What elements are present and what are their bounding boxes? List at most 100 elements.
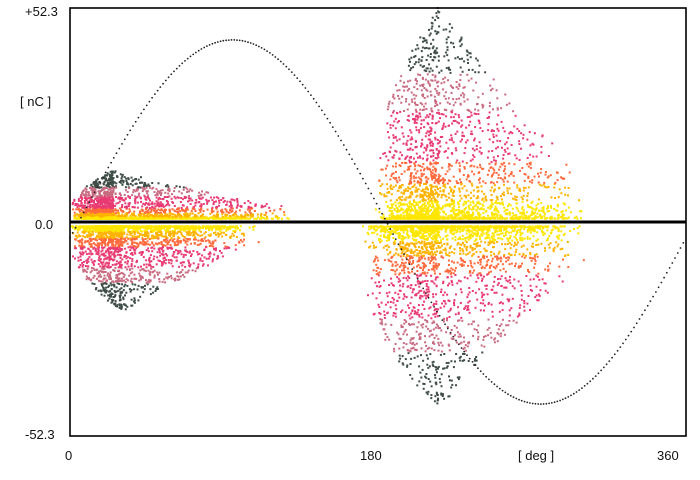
scatter-point xyxy=(154,227,157,230)
scatter-point xyxy=(76,231,79,234)
scatter-point xyxy=(127,237,130,240)
scatter-point xyxy=(149,199,151,202)
scatter-point xyxy=(92,228,95,231)
scatter-point xyxy=(105,234,108,237)
scatter-point xyxy=(398,120,400,123)
scatter-point xyxy=(195,198,198,201)
scatter-point xyxy=(492,108,494,111)
scatter-point xyxy=(173,190,176,193)
scatter-point xyxy=(127,178,130,181)
scatter-point xyxy=(151,246,154,249)
scatter-point xyxy=(249,214,252,217)
scatter-point xyxy=(164,229,167,232)
scatter-point xyxy=(158,249,161,252)
scatter-point xyxy=(450,41,452,44)
scatter-point xyxy=(192,250,195,253)
scatter-point xyxy=(143,182,146,184)
scatter-point xyxy=(84,201,86,204)
scatter-point xyxy=(260,212,263,215)
scatter-point xyxy=(151,187,154,190)
scatter-point xyxy=(112,233,115,236)
scatter-point xyxy=(456,217,459,220)
scatter-point xyxy=(100,236,103,239)
scatter-point xyxy=(151,271,154,274)
scatter-point xyxy=(213,214,216,217)
scatter-point xyxy=(113,181,116,184)
scatter-point xyxy=(79,209,82,212)
scatter-point xyxy=(115,202,118,205)
scatter-point xyxy=(143,269,146,272)
scatter-point xyxy=(438,211,441,214)
scatter-point xyxy=(192,231,195,233)
scatter-point xyxy=(160,233,163,236)
scatter-point xyxy=(239,215,242,218)
scatter-point xyxy=(473,173,476,176)
scatter-point xyxy=(176,208,178,211)
scatter-point xyxy=(154,237,157,239)
scatter-point xyxy=(98,195,101,198)
scatter-point xyxy=(105,208,108,211)
scatter-point xyxy=(244,214,247,217)
scatter-point xyxy=(157,259,160,262)
scatter-point xyxy=(470,133,473,135)
scatter-point xyxy=(439,175,442,178)
scatter-point xyxy=(79,251,81,254)
scatter-point xyxy=(89,187,91,189)
scatter-point xyxy=(507,152,510,155)
scatter-point xyxy=(173,195,176,198)
scatter-point xyxy=(95,184,98,187)
scatter-point xyxy=(183,275,186,278)
scatter-point xyxy=(126,216,129,219)
scatter-point xyxy=(106,274,109,277)
scatter-point xyxy=(429,90,432,93)
scatter-point xyxy=(109,216,112,219)
scatter-point xyxy=(143,288,146,291)
scatter-point xyxy=(163,259,166,262)
scatter-point xyxy=(465,215,468,217)
scatter-point xyxy=(81,231,84,234)
scatter-point xyxy=(109,238,112,240)
scatter-point xyxy=(205,227,208,230)
scatter-point xyxy=(125,212,128,215)
scatter-point xyxy=(79,205,82,208)
scatter-point xyxy=(126,284,129,287)
scatter-point xyxy=(105,261,108,264)
scatter-point xyxy=(90,243,93,246)
scatter-point xyxy=(214,227,217,230)
scatter-point xyxy=(138,272,141,275)
scatter-point xyxy=(161,263,164,266)
scatter-point xyxy=(421,203,424,206)
scatter-point xyxy=(177,241,180,244)
scatter-point xyxy=(194,238,197,241)
scatter-point xyxy=(160,211,162,214)
scatter-point xyxy=(184,211,187,213)
scatter-point xyxy=(173,217,176,220)
scatter-point xyxy=(561,213,564,216)
scatter-point xyxy=(219,230,222,233)
scatter-point xyxy=(149,214,152,217)
scatter-point xyxy=(154,207,157,210)
scatter-point xyxy=(148,186,151,189)
scatter-point xyxy=(146,234,149,237)
scatter-point xyxy=(158,231,161,233)
scatter-point xyxy=(469,201,472,204)
scatter-point xyxy=(123,199,126,202)
scatter-point xyxy=(170,232,172,235)
scatter-point xyxy=(119,263,122,266)
scatter-point xyxy=(182,229,185,232)
scatter-point xyxy=(140,251,143,254)
scatter-point xyxy=(169,234,172,237)
scatter-point xyxy=(105,286,108,289)
scatter-point xyxy=(173,241,176,244)
scatter-point xyxy=(137,194,140,197)
scatter-point xyxy=(145,282,148,284)
scatter-point xyxy=(160,241,163,243)
scatter-point xyxy=(380,193,383,196)
scatter-point xyxy=(100,196,103,199)
scatter-point xyxy=(199,230,202,233)
scatter-point xyxy=(160,253,163,256)
scatter-point xyxy=(107,236,109,239)
scatter-point xyxy=(161,215,164,218)
scatter-point xyxy=(110,177,113,180)
scatter-point xyxy=(111,244,114,247)
